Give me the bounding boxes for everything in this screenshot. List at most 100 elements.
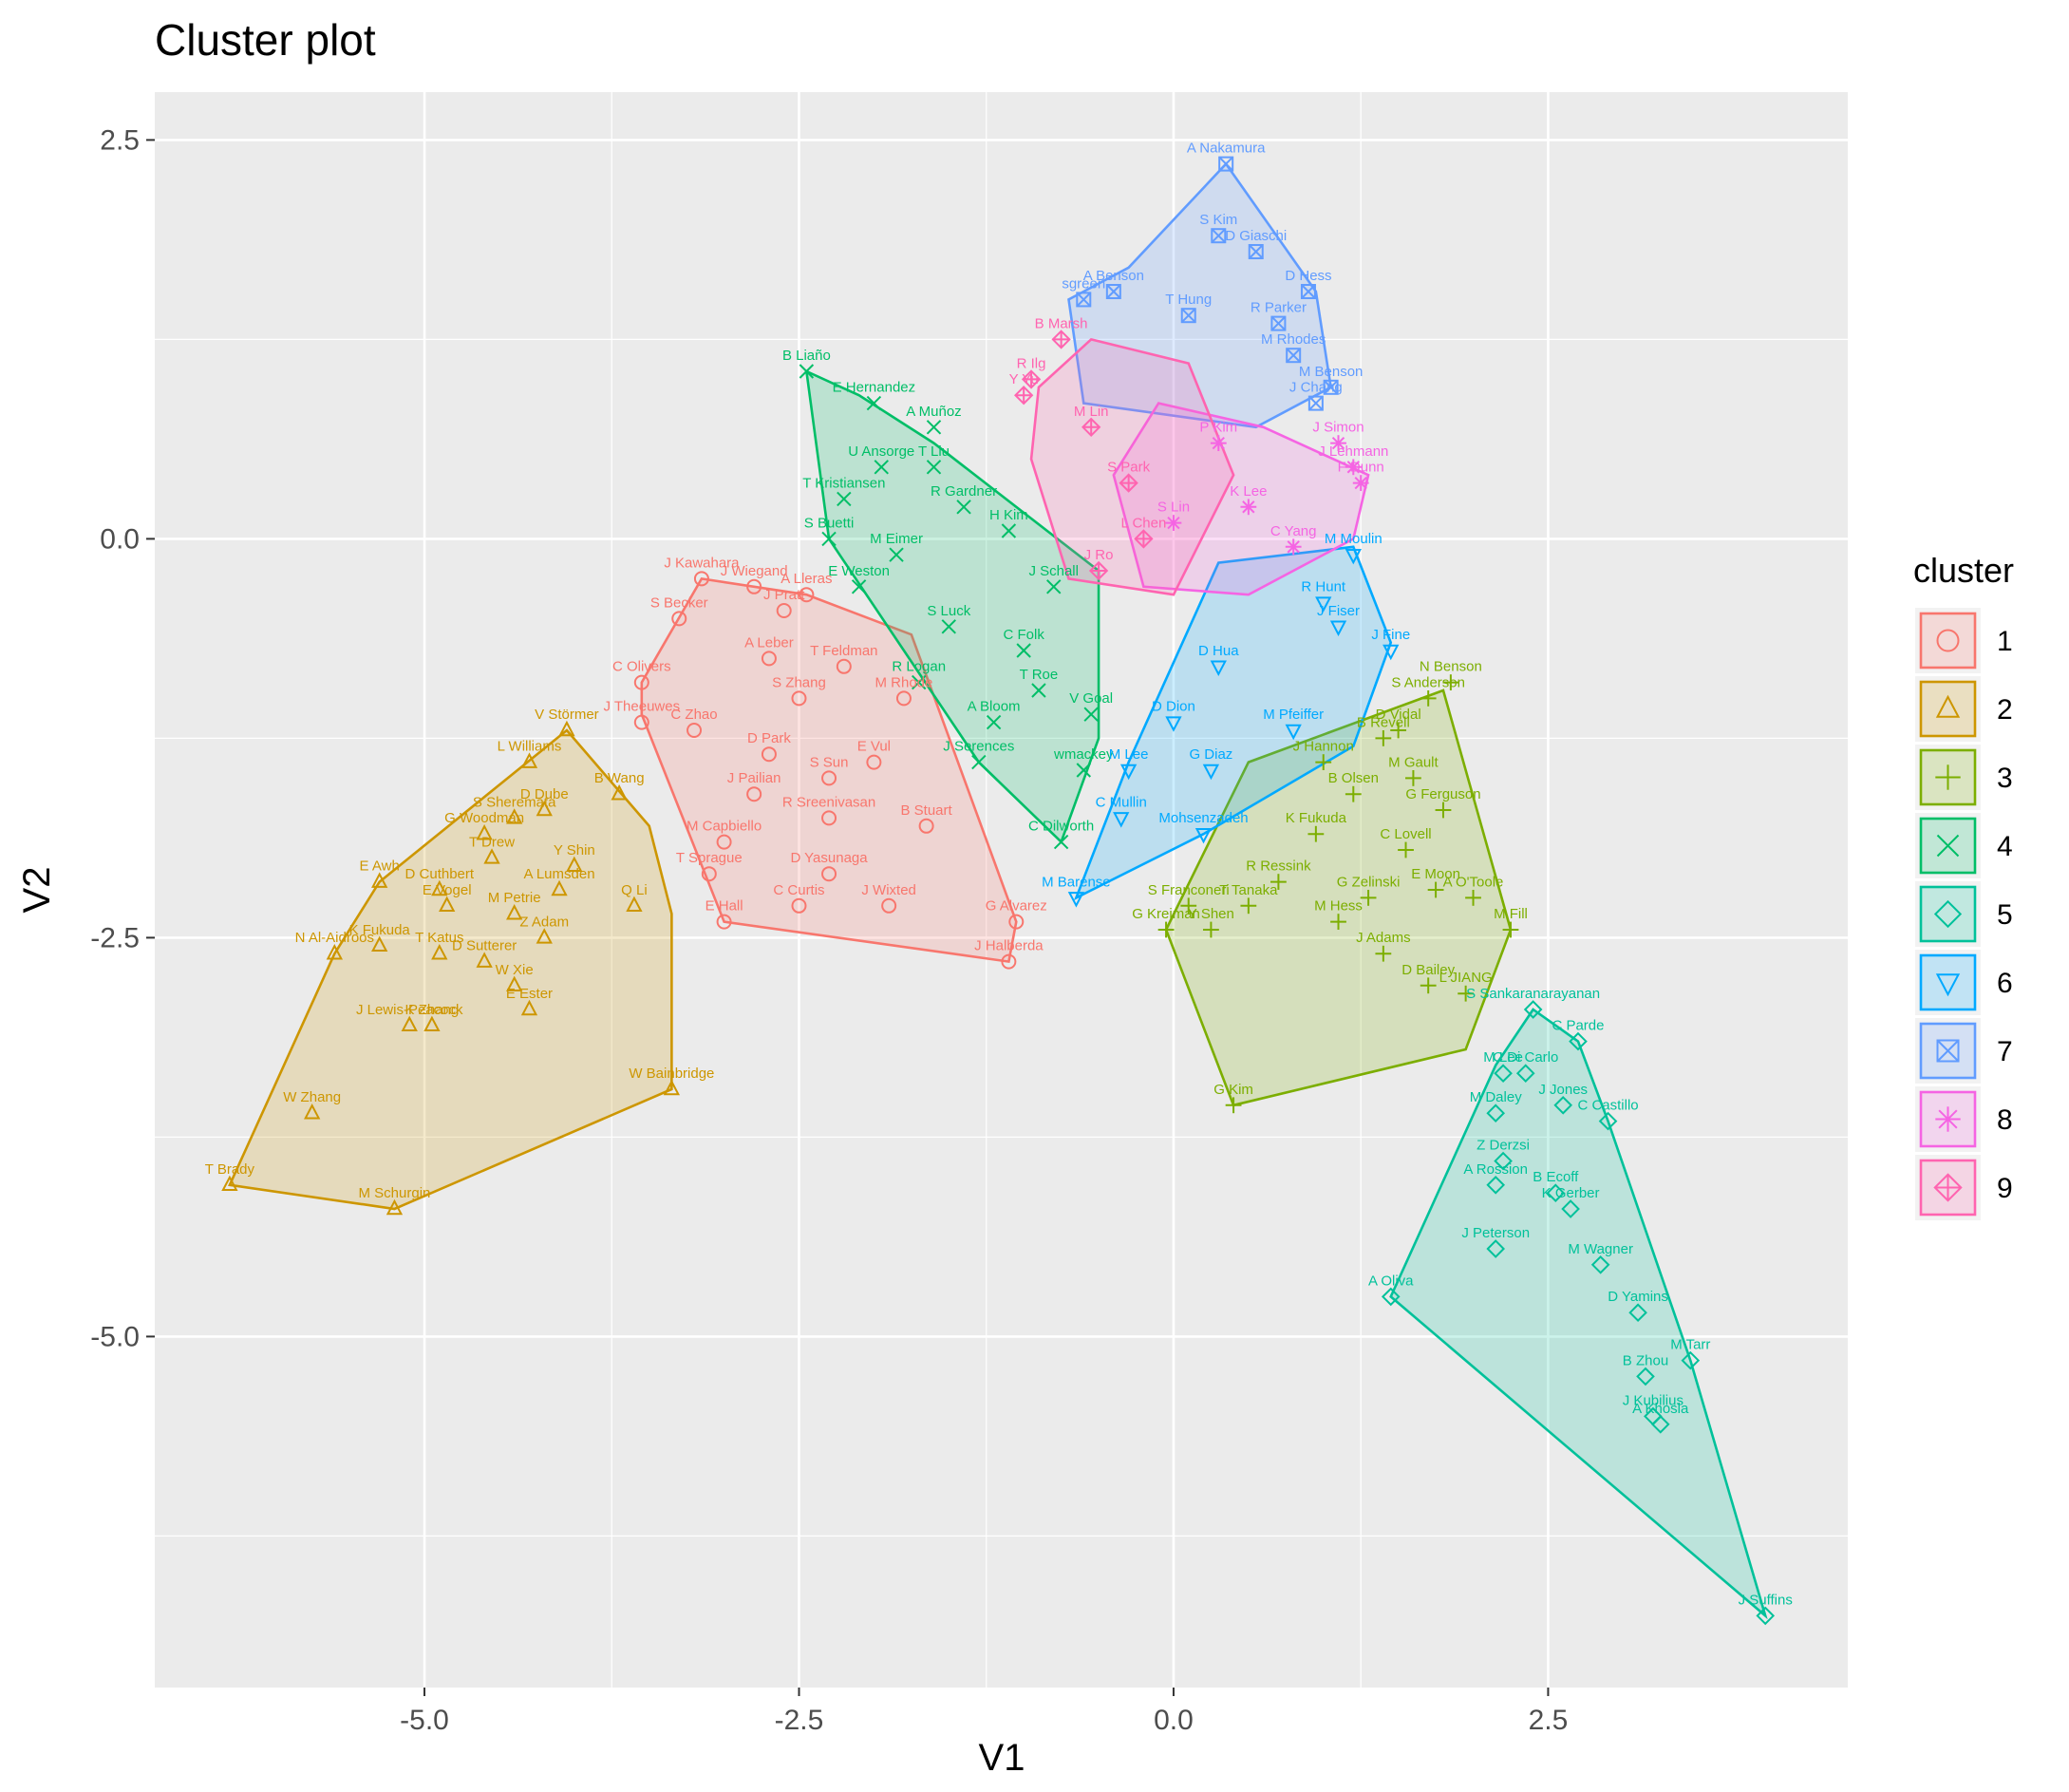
cluster-1-point [791, 690, 807, 707]
cluster-2-point [221, 1175, 238, 1192]
cluster-2-point [423, 1015, 441, 1032]
y-axis: 2.5 0.0 -2.5 -5.0 [90, 124, 155, 1352]
point-label: R Gardner [931, 483, 997, 500]
cluster-5-point [1486, 1175, 1506, 1195]
cluster-4-point [971, 754, 987, 770]
point-label: A Leber [744, 634, 794, 651]
point-label: B Marsh [1035, 315, 1088, 331]
cluster-6-point [1113, 812, 1130, 828]
point-label: M Moulin [1325, 531, 1382, 547]
cluster-3-point [1502, 921, 1519, 938]
cluster-6-point [1345, 548, 1362, 565]
point-label: H Kim [989, 507, 1028, 523]
cluster-2-point [520, 999, 538, 1016]
point-label: Q Li [621, 882, 648, 898]
point-label: J Fine [1371, 627, 1410, 643]
cluster-1-point [866, 754, 882, 770]
cluster-7-hull [1067, 161, 1333, 429]
cluster-7-point [1270, 315, 1287, 331]
point-label: S Kim [1199, 212, 1237, 228]
point-label: E Hall [705, 898, 743, 915]
cluster-5-point [1486, 1239, 1506, 1258]
cluster-5-point [1636, 1367, 1655, 1386]
y-tick-label: -5.0 [90, 1321, 140, 1352]
point-label: N Al-Aidroos [295, 930, 374, 946]
cluster-5-point [1486, 1103, 1506, 1123]
point-label: E Vogel [423, 882, 472, 898]
cluster-4-point [889, 547, 904, 562]
cluster-1-point [799, 587, 815, 603]
cluster-4-point [986, 714, 1002, 730]
point-label: A Nakamura [1187, 141, 1266, 157]
cluster-8-hull [1112, 402, 1370, 596]
point-label: M Eimer [870, 531, 923, 547]
cluster-2-point [371, 872, 388, 888]
point-label: D Yasunaga [790, 850, 868, 866]
cluster-1-point [836, 658, 852, 674]
point-label: J Chang [1289, 380, 1343, 396]
point-label: M Schurgin [359, 1185, 431, 1201]
cluster-8-point [1165, 515, 1182, 531]
cluster-5-point [1598, 1111, 1618, 1131]
cluster-2-point [326, 944, 344, 960]
cluster-3-point [1458, 985, 1475, 1002]
cluster-1-point [746, 786, 762, 802]
cluster-4-point [1046, 579, 1062, 594]
point-label: S Sheremata [473, 794, 556, 810]
cluster-2-point [476, 824, 493, 840]
cluster-1-point [701, 866, 717, 882]
plot-panel [155, 92, 1848, 1688]
cluster-5-point [1590, 1254, 1610, 1274]
point-label: K Fukuda [1286, 810, 1347, 826]
cluster-4-point [1001, 523, 1017, 538]
point-label: C Parde [1552, 1018, 1604, 1034]
legend-key-background [1915, 676, 1981, 742]
cluster-1-point [671, 611, 687, 627]
x-tick-label: -5.0 [400, 1705, 449, 1736]
legend-key-1 [1919, 612, 1977, 670]
point-label: R Parker [1251, 300, 1307, 316]
legend-key-2 [1919, 680, 1977, 738]
cluster-1-point [821, 770, 837, 786]
legend-marker-8 [1935, 1106, 1961, 1132]
cluster-3-point [1427, 881, 1444, 898]
point-label: M Benson [1299, 364, 1364, 380]
point-label: C Dilworth [1028, 819, 1094, 835]
point-label: Y Yu [1009, 371, 1039, 387]
cluster-3-point [1442, 674, 1459, 690]
cluster-2-point [386, 1198, 404, 1216]
cluster-3-point [1330, 914, 1346, 930]
cluster-7-point [1307, 395, 1324, 411]
legend-key-background [1915, 950, 1981, 1015]
cluster-1-point [687, 723, 703, 738]
point-label: B Stuart [901, 802, 953, 819]
point-label: J Hannon [1293, 739, 1354, 755]
point-label: J Halberda [974, 938, 1044, 954]
point-label: D Dion [1152, 699, 1195, 715]
cluster-9-point [1119, 473, 1138, 493]
cluster-1-point [716, 914, 732, 930]
cluster-6-point [1119, 764, 1138, 781]
cluster-7-point [1180, 308, 1196, 324]
point-label: J Adams [1356, 930, 1411, 946]
cluster-4-point [926, 460, 942, 475]
point-label: D Giaschi [1225, 228, 1287, 244]
cluster-4-point [956, 500, 971, 515]
cluster-3-point [1435, 802, 1452, 819]
point-label: S Sankaranarayanan [1466, 986, 1600, 1002]
point-label: C Mullin [1096, 794, 1147, 810]
point-label: S Lin [1157, 500, 1190, 516]
point-label: B Ecoff [1533, 1169, 1579, 1185]
legend-marker-1 [1936, 629, 1960, 652]
point-label: T Feldman [810, 643, 877, 659]
cluster-5-point [1628, 1303, 1647, 1323]
point-label: J Kubilius [1623, 1392, 1683, 1408]
cluster-hulls [227, 161, 1768, 1620]
cluster-6-point [1067, 892, 1085, 908]
point-label: V Goal [1069, 690, 1113, 707]
point-label: G Kim [1213, 1082, 1253, 1098]
cluster-5-point [1756, 1606, 1776, 1626]
point-label: sgreen [1062, 275, 1105, 292]
point-label: E Vul [857, 739, 891, 755]
cluster-7-point [1218, 156, 1234, 172]
